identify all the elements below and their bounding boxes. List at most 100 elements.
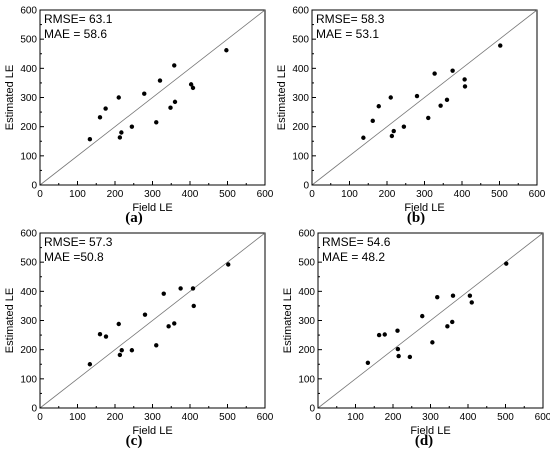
y-axis-label: Estimated LE: [276, 65, 288, 130]
data-point: [395, 328, 400, 333]
x-tick-label: 600: [257, 189, 274, 200]
x-tick-label: 0: [37, 189, 43, 200]
data-point: [119, 130, 124, 135]
x-tick-label: 200: [379, 189, 396, 200]
mae-annotation: MAE = 48.2: [322, 250, 385, 264]
data-point: [97, 115, 103, 120]
data-point: [97, 332, 103, 337]
mae-annotation: MAE = 58.6: [44, 27, 107, 41]
data-point: [129, 124, 135, 129]
y-tick-label: 100: [20, 151, 37, 162]
data-point: [430, 340, 435, 345]
y-tick-label: 200: [20, 122, 37, 133]
y-tick-label: 0: [303, 181, 309, 192]
data-point: [142, 312, 148, 317]
data-point: [226, 262, 231, 267]
data-point: [444, 97, 450, 103]
x-tick-label: 600: [535, 412, 550, 423]
data-point: [388, 95, 393, 100]
x-tick-label: 600: [257, 412, 274, 423]
x-tick-label: 300: [144, 412, 161, 423]
panel-label: (d): [415, 433, 433, 449]
x-tick-label: 300: [422, 412, 439, 423]
y-tick-label: 500: [20, 35, 37, 46]
y-tick-label: 500: [20, 258, 37, 269]
data-point: [445, 324, 450, 329]
data-point: [188, 82, 194, 87]
y-tick-label: 300: [20, 93, 37, 104]
y-tick-label: 400: [20, 64, 37, 75]
data-point: [376, 332, 382, 338]
x-axis-label: Field LE: [132, 202, 172, 214]
x-tick-label: 200: [385, 412, 402, 423]
data-point: [103, 106, 108, 111]
y-tick-label: 600: [292, 6, 309, 17]
data-point: [117, 135, 123, 140]
y-axis-label: Estimated LE: [4, 288, 16, 353]
rmse-annotation: RMSE= 63.1: [44, 12, 113, 26]
x-tick-label: 500: [497, 412, 514, 423]
data-point: [172, 63, 177, 68]
x-tick-label: 500: [219, 189, 236, 200]
data-point: [450, 68, 455, 73]
x-tick-label: 0: [315, 412, 321, 423]
x-tick-label: 200: [107, 189, 124, 200]
data-point: [370, 118, 375, 124]
x-tick-label: 500: [219, 412, 236, 423]
y-tick-label: 100: [292, 151, 309, 162]
x-tick-label: 400: [454, 189, 471, 200]
data-point: [435, 294, 440, 300]
panel-label: (c): [126, 433, 143, 449]
x-tick-label: 0: [309, 189, 315, 200]
y-tick-label: 200: [298, 345, 315, 356]
data-point: [166, 324, 171, 329]
data-point: [129, 348, 135, 353]
data-point: [382, 332, 387, 337]
y-tick-label: 500: [292, 35, 309, 46]
y-tick-label: 0: [31, 181, 37, 192]
data-point: [116, 95, 121, 100]
data-point: [157, 78, 163, 83]
one-to-one-line: [39, 232, 266, 409]
panel-d: 0 100 200 300 400 500 600 0 100 200 300 400 500 600 Fi…: [282, 229, 550, 450]
data-point: [450, 319, 455, 325]
mae-annotation: MAE =50.8: [44, 250, 104, 264]
x-tick-label: 200: [107, 412, 124, 423]
data-point: [462, 77, 467, 82]
data-point: [87, 137, 93, 142]
y-tick-label: 200: [20, 345, 37, 356]
data-point: [142, 91, 147, 96]
panel-label: (b): [407, 210, 425, 226]
y-tick-label: 600: [298, 229, 315, 240]
data-point: [467, 293, 473, 298]
y-tick-label: 400: [298, 287, 315, 298]
y-tick-label: 300: [298, 316, 315, 327]
x-tick-label: 400: [182, 189, 199, 200]
x-axis-label: Field LE: [410, 425, 450, 437]
rmse-annotation: RMSE= 58.3: [316, 12, 385, 26]
x-tick-label: 300: [144, 189, 161, 200]
data-point: [401, 124, 407, 129]
y-tick-label: 0: [309, 404, 315, 415]
x-tick-label: 100: [69, 412, 86, 423]
data-point: [190, 85, 196, 91]
panel-a: 0 100 200 300 400 500 600 0 100 200 300 400 500 600 Fi…: [4, 6, 274, 227]
data-point: [154, 343, 159, 348]
x-tick-label: 400: [182, 412, 199, 423]
x-tick-label: 400: [460, 412, 477, 423]
x-axis-label: Field LE: [132, 425, 172, 437]
y-tick-label: 600: [20, 229, 37, 240]
y-tick-label: 600: [20, 6, 37, 17]
data-point: [224, 48, 229, 53]
data-point: [116, 321, 121, 327]
data-point: [389, 133, 395, 139]
x-tick-label: 100: [341, 189, 358, 200]
data-point: [391, 128, 396, 134]
one-to-one-line: [39, 9, 266, 186]
data-point: [172, 321, 177, 326]
y-tick-label: 400: [292, 64, 309, 75]
data-point: [407, 354, 413, 360]
data-point: [469, 300, 474, 305]
data-point: [119, 348, 124, 353]
